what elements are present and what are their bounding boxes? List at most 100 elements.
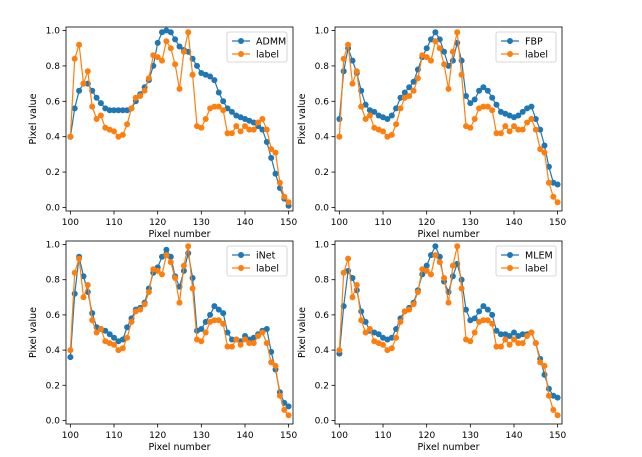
data-point-label <box>388 131 395 138</box>
data-point-admm <box>250 119 257 126</box>
data-point-mlem <box>506 333 513 339</box>
data-point-label <box>406 306 413 313</box>
data-point-admm <box>154 39 161 46</box>
data-point-label <box>145 289 152 295</box>
data-point-inet <box>106 331 113 338</box>
data-point-inet <box>211 303 218 310</box>
legend: FBP label <box>495 31 557 63</box>
y-tick-label: 0.2 <box>315 168 329 178</box>
data-point-label <box>276 179 283 186</box>
x-axis-label: Pixel number <box>417 442 479 453</box>
data-point-label <box>406 93 413 99</box>
data-point-label <box>89 317 96 324</box>
y-tick-label: 1.0 <box>315 27 330 37</box>
data-point-label <box>237 341 244 348</box>
data-point-label <box>366 326 373 332</box>
data-point-label <box>471 116 478 122</box>
data-point-label <box>228 130 235 137</box>
data-point-admm <box>220 98 227 105</box>
legend: MLEM label <box>495 245 557 277</box>
data-point-label <box>528 329 535 336</box>
legend-label-label: label <box>525 50 548 61</box>
legend-marker-label <box>507 51 513 57</box>
data-point-label <box>198 124 205 131</box>
data-point-label <box>97 112 104 119</box>
data-point-label <box>242 336 248 343</box>
data-point-inet <box>285 403 292 410</box>
data-point-label <box>163 38 170 45</box>
data-point-label <box>353 68 360 75</box>
data-point-admm <box>172 36 179 43</box>
x-tick-label: 140 <box>236 431 253 441</box>
x-tick-label: 120 <box>149 218 166 228</box>
data-point-inet <box>207 311 214 318</box>
y-axis-label: Pixel value <box>297 93 308 144</box>
x-tick-label: 150 <box>280 218 297 228</box>
data-point-inet <box>67 354 74 361</box>
data-point-admm <box>119 107 126 114</box>
data-point-inet <box>80 273 87 280</box>
data-point-label <box>441 61 448 68</box>
data-point-label <box>541 362 548 369</box>
data-point-label <box>349 80 356 87</box>
data-point-label <box>445 299 452 306</box>
x-tick-label: 100 <box>62 218 79 228</box>
data-point-label <box>128 105 135 112</box>
axes-frame <box>65 26 294 212</box>
data-point-label <box>467 338 474 345</box>
data-point-label <box>167 259 174 266</box>
data-point-admm <box>76 87 83 94</box>
subplot-fbp: 100 110 120 130 140 150 0.0 0.2 0.4 0.6 0.8 1.0 Pixe… <box>297 27 566 240</box>
data-point-label <box>272 149 279 156</box>
data-point-label <box>268 146 275 153</box>
y-tick-label: 1.0 <box>46 241 61 251</box>
y-tick-label: 0.8 <box>315 62 330 72</box>
data-point-label <box>489 107 496 114</box>
data-point-label <box>436 259 443 266</box>
data-point-mlem <box>471 315 478 322</box>
data-point-label <box>76 255 83 262</box>
data-point-label <box>233 123 240 130</box>
x-tick-label: 140 <box>505 218 522 228</box>
data-point-label <box>497 343 504 350</box>
data-point-admm <box>207 73 214 80</box>
axes-frame <box>334 26 563 212</box>
data-point-label <box>198 338 205 345</box>
y-tick-label: 0.8 <box>46 62 61 72</box>
data-point-label <box>189 71 196 78</box>
x-tick-label: 110 <box>374 431 391 441</box>
data-point-label <box>353 282 360 288</box>
data-point-label <box>537 146 544 153</box>
data-point-fbp <box>384 116 391 122</box>
x-tick-label: 130 <box>193 218 210 228</box>
y-tick-label: 0.4 <box>315 133 330 143</box>
legend-label-fbp: FBP <box>525 37 543 48</box>
data-point-label <box>515 340 522 347</box>
data-point-label <box>441 275 448 281</box>
data-point-label <box>410 301 417 308</box>
data-point-label <box>340 269 347 276</box>
data-point-label <box>528 116 535 122</box>
data-point-admm <box>272 170 279 177</box>
data-point-mlem <box>484 306 491 313</box>
y-tick-label: 0.2 <box>46 168 60 178</box>
data-point-admm <box>268 154 275 161</box>
x-tick-label: 100 <box>331 431 348 441</box>
data-point-fbp <box>463 93 469 99</box>
x-axis-label: Pixel number <box>417 229 479 240</box>
data-point-label <box>506 341 513 348</box>
data-point-admm <box>263 139 270 145</box>
data-point-fbp <box>515 112 522 119</box>
data-point-fbp <box>371 108 378 115</box>
data-point-label <box>380 128 386 135</box>
x-tick-label: 150 <box>549 218 566 228</box>
data-point-label <box>246 340 253 347</box>
y-tick-label: 0.4 <box>46 346 61 356</box>
data-point-label <box>532 126 539 133</box>
data-point-admm <box>93 94 100 101</box>
y-tick-label: 0.8 <box>46 276 61 286</box>
data-point-label <box>211 103 218 110</box>
legend-marker-mlem <box>507 252 513 258</box>
data-point-label <box>80 80 87 87</box>
data-point-label <box>445 85 452 92</box>
